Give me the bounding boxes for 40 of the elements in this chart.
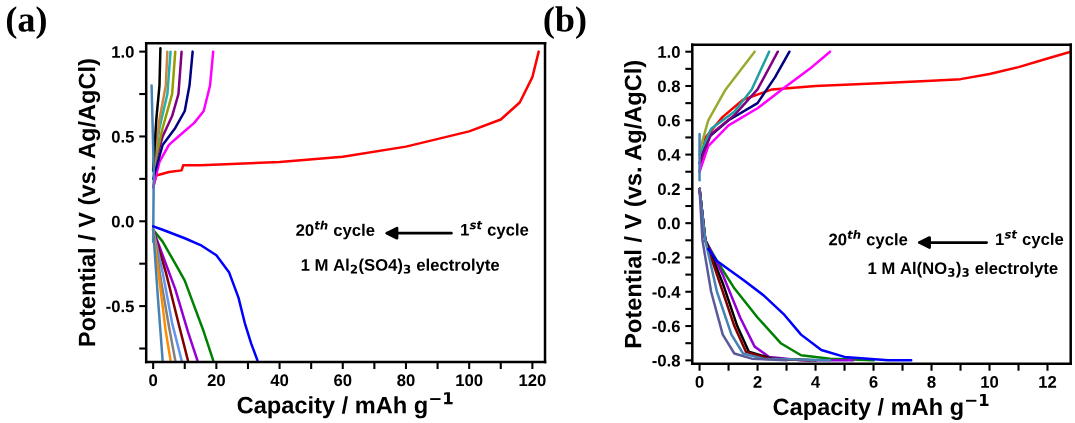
annotation: 1 M Al(NO$_{3}$)$_{3}$ electrolyte bbox=[868, 261, 1058, 278]
x-tick-label: 12 bbox=[1039, 376, 1057, 388]
x-tick-label: 100 bbox=[456, 374, 483, 387]
x-tick-label: 4 bbox=[811, 376, 821, 388]
y-tick-label: 0.2 bbox=[657, 183, 680, 196]
x-axis-title: Capacity / mAh g$^{−1}$ bbox=[237, 392, 453, 419]
y-axis-title: Potential / V (vs. Ag/AgCl) bbox=[78, 59, 101, 346]
annotation: 1$^{st}$ cycle bbox=[461, 220, 529, 239]
y-tick-label: -0.5 bbox=[106, 300, 134, 313]
y-tick-label: 0.5 bbox=[111, 130, 134, 143]
annotation: 20$^{th}$ cycle bbox=[829, 229, 908, 249]
y-tick-label: 0.0 bbox=[111, 215, 134, 228]
x-tick-label: 10 bbox=[981, 376, 999, 388]
x-tick-label: 20 bbox=[207, 374, 225, 387]
annotation: 1$^{st}$ cycle bbox=[996, 230, 1064, 249]
y-tick-label: 0.6 bbox=[657, 114, 680, 127]
x-tick-label: 6 bbox=[869, 376, 878, 388]
y-axis-title: Potential / V (vs. Ag/AgCl) bbox=[624, 60, 647, 348]
y-tick-label: -0.4 bbox=[652, 286, 681, 298]
annotation: 1 M Al$_{2}$(SO4)$_{3}$ electrolyte bbox=[301, 258, 500, 275]
annotation: 20$^{th}$ cycle bbox=[296, 220, 375, 240]
x-tick-label: 120 bbox=[519, 374, 546, 387]
y-tick-label: 0.8 bbox=[657, 80, 680, 93]
chart-title: (b) bbox=[544, 6, 586, 40]
y-tick-label: 0.0 bbox=[657, 217, 680, 230]
y-tick-label: 1.0 bbox=[658, 46, 680, 58]
y-tick-label: -0.2 bbox=[652, 251, 680, 264]
y-tick-label: 0.4 bbox=[657, 148, 681, 161]
y-tick-label: -0.8 bbox=[652, 354, 680, 367]
x-axis-title: Capacity / mAh g$^{−1}$ bbox=[773, 393, 989, 420]
chart-title: (a) bbox=[6, 6, 46, 40]
y-tick-label: -0.6 bbox=[652, 320, 680, 333]
x-tick-label: 80 bbox=[397, 374, 415, 387]
x-tick-label: 2 bbox=[753, 376, 762, 388]
y-tick-label: 1.0 bbox=[112, 46, 134, 58]
x-tick-label: 0 bbox=[149, 374, 158, 387]
x-tick-label: 40 bbox=[270, 374, 289, 387]
x-tick-label: 8 bbox=[927, 376, 936, 388]
x-tick-label: 60 bbox=[334, 374, 352, 387]
x-tick-label: 0 bbox=[695, 376, 704, 388]
